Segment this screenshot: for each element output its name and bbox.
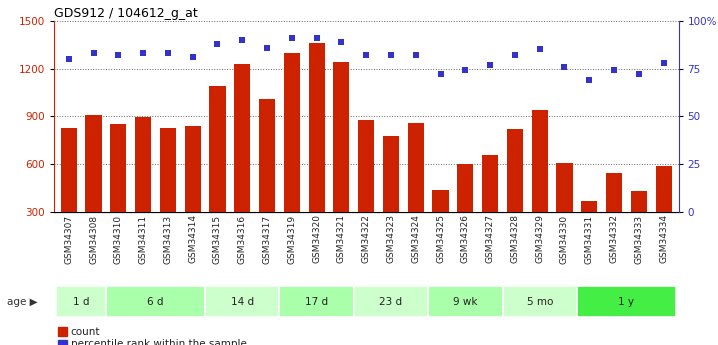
Bar [234, 64, 251, 212]
Point [236, 37, 248, 43]
Bar [358, 120, 374, 212]
Point [608, 68, 620, 73]
Point [162, 50, 174, 56]
Point [63, 56, 75, 62]
Bar [185, 126, 201, 212]
Text: GSM34316: GSM34316 [238, 214, 247, 264]
Point [559, 64, 570, 69]
Text: GSM34310: GSM34310 [113, 214, 123, 264]
Text: GSM34325: GSM34325 [436, 214, 445, 263]
Text: percentile rank within the sample: percentile rank within the sample [70, 339, 246, 345]
Bar [457, 164, 473, 212]
Point [335, 39, 347, 45]
Text: count: count [70, 327, 101, 336]
Bar [106, 286, 205, 317]
Point [113, 52, 124, 58]
Bar [606, 173, 622, 212]
Point [460, 68, 471, 73]
Bar [60, 128, 77, 212]
Point [88, 50, 99, 56]
Bar [333, 62, 350, 212]
Point [410, 52, 421, 58]
Bar [205, 286, 279, 317]
Text: GSM34308: GSM34308 [89, 214, 98, 264]
Text: GSM34315: GSM34315 [213, 214, 222, 264]
Text: GSM34327: GSM34327 [485, 214, 495, 263]
Text: 6 d: 6 d [147, 297, 164, 307]
Bar [210, 86, 225, 212]
Text: GSM34329: GSM34329 [535, 214, 544, 263]
Text: GSM34314: GSM34314 [188, 214, 197, 263]
Bar [482, 155, 498, 212]
Text: 17 d: 17 d [305, 297, 328, 307]
Text: GSM34334: GSM34334 [659, 214, 668, 263]
Point [261, 45, 273, 50]
Bar [57, 327, 67, 336]
Text: GSM34317: GSM34317 [263, 214, 271, 264]
Bar [284, 52, 300, 212]
Text: GSM34324: GSM34324 [411, 214, 420, 263]
Bar [631, 191, 647, 212]
Bar [85, 115, 101, 212]
Text: GSM34321: GSM34321 [337, 214, 346, 263]
Text: GSM34320: GSM34320 [312, 214, 321, 263]
Text: age ▶: age ▶ [7, 297, 38, 307]
Point [485, 62, 496, 68]
Bar [656, 166, 672, 212]
Bar [279, 286, 354, 317]
Text: 1 y: 1 y [618, 297, 635, 307]
Bar [160, 128, 176, 212]
Bar [408, 123, 424, 212]
Point [360, 52, 372, 58]
Bar [507, 129, 523, 212]
Point [386, 52, 397, 58]
Point [633, 71, 645, 77]
Text: GSM34330: GSM34330 [560, 214, 569, 264]
Text: GSM34331: GSM34331 [584, 214, 594, 264]
Text: GSM34319: GSM34319 [287, 214, 297, 264]
Bar [432, 190, 449, 212]
Bar [428, 286, 503, 317]
Point [584, 77, 595, 83]
Point [286, 35, 297, 41]
Point [212, 41, 223, 47]
Bar [503, 286, 577, 317]
Point [311, 35, 322, 41]
Text: 5 mo: 5 mo [526, 297, 553, 307]
Bar [581, 201, 597, 212]
Text: 14 d: 14 d [230, 297, 253, 307]
Text: GSM34323: GSM34323 [386, 214, 396, 263]
Text: GDS912 / 104612_g_at: GDS912 / 104612_g_at [54, 7, 197, 20]
Bar [354, 286, 428, 317]
Bar [57, 340, 67, 345]
Bar [383, 136, 399, 212]
Bar [556, 163, 572, 212]
Bar [531, 110, 548, 212]
Bar [259, 99, 275, 212]
Bar [135, 117, 151, 212]
Point [534, 47, 546, 52]
Point [187, 54, 198, 60]
Text: GSM34333: GSM34333 [634, 214, 643, 264]
Point [658, 60, 669, 66]
Text: GSM34332: GSM34332 [610, 214, 619, 263]
Bar [577, 286, 676, 317]
Point [435, 71, 447, 77]
Point [509, 52, 521, 58]
Bar [309, 43, 325, 212]
Bar [56, 286, 106, 317]
Text: 23 d: 23 d [379, 297, 403, 307]
Bar [111, 125, 126, 212]
Text: GSM34313: GSM34313 [164, 214, 172, 264]
Text: 9 wk: 9 wk [453, 297, 477, 307]
Text: GSM34322: GSM34322 [362, 214, 370, 263]
Text: GSM34328: GSM34328 [510, 214, 519, 263]
Text: GSM34307: GSM34307 [64, 214, 73, 264]
Point [137, 50, 149, 56]
Text: 1 d: 1 d [73, 297, 89, 307]
Text: GSM34326: GSM34326 [461, 214, 470, 263]
Text: GSM34311: GSM34311 [139, 214, 148, 264]
